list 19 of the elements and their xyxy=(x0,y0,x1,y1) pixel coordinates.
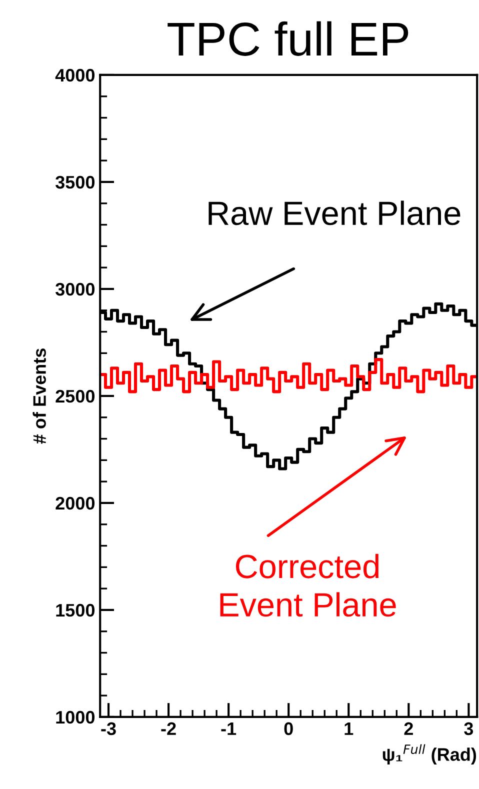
y-tick-label: 2000 xyxy=(56,496,95,510)
y-axis-title: # of Events xyxy=(32,348,46,444)
annotation: Raw Event Plane xyxy=(208,200,460,226)
x-tick-label: -2 xyxy=(161,722,176,735)
x-tick-label: 2 xyxy=(404,722,413,735)
y-tick-label: 3000 xyxy=(56,282,95,296)
x-tick-label: -3 xyxy=(101,722,116,736)
x-tick-label: -1 xyxy=(221,722,236,735)
x-tick-label: 3 xyxy=(464,722,474,736)
y-tick-label: 4000 xyxy=(55,68,95,82)
annotation: Corrected Event Plane xyxy=(220,554,396,617)
y-tick-label: 1000 xyxy=(56,710,95,724)
chart-title: TPC full EP xyxy=(168,21,408,56)
x-axis-title: ψ₁$^{Full}$ (Rad) xyxy=(382,744,476,764)
y-tick-label: 3500 xyxy=(56,176,95,189)
x-tick-label: 1 xyxy=(344,722,354,735)
x-tick-label: 0 xyxy=(284,722,293,736)
y-tick-label: 2500 xyxy=(56,390,95,403)
y-tick-label: 1500 xyxy=(56,604,95,617)
